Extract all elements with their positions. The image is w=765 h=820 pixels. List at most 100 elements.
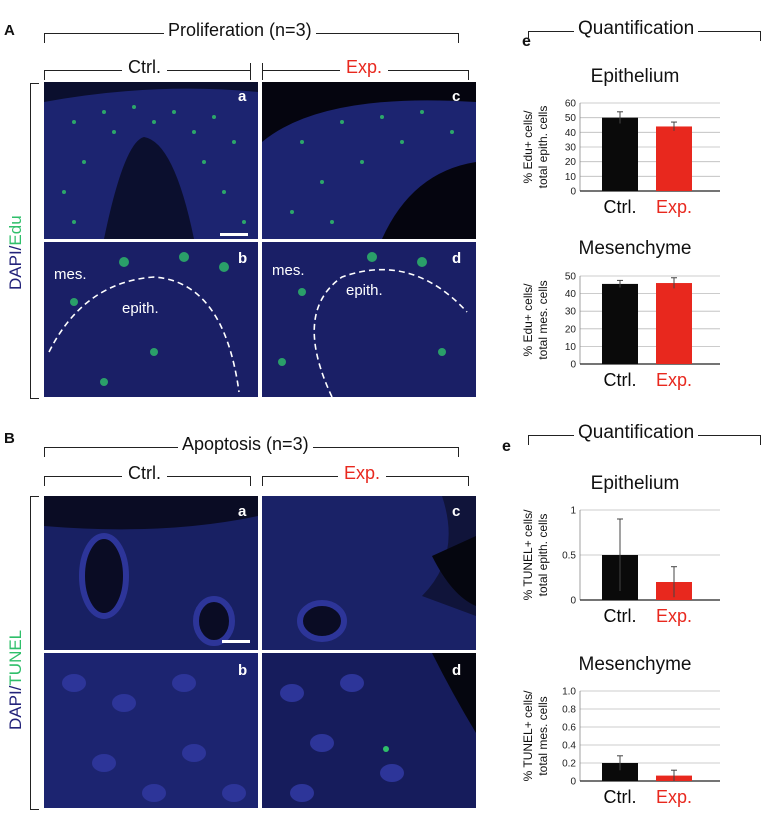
- bracket-tick: [250, 63, 251, 80]
- y-tick-label: 0.5: [562, 551, 576, 562]
- side-stain-label: DAPI/Edu: [6, 215, 25, 290]
- proliferation-header: Proliferation (n=3): [164, 20, 316, 41]
- y-tick-label: 20: [565, 324, 577, 335]
- sub-label-d: d: [452, 662, 462, 679]
- y-tick-label: 0.2: [562, 759, 576, 770]
- quant-letter: e: [522, 33, 531, 50]
- mes-label: mes.: [272, 262, 305, 279]
- chart-svg: Mesenchyme 0 0.2 0.4 0.6 0.8 1.0 % TUNEL+ cells…: [521, 654, 720, 807]
- y-tick-label: 0.4: [562, 741, 576, 752]
- ctrl-label: Ctrl.: [122, 57, 167, 78]
- y-tick-label: 30: [565, 143, 577, 154]
- side-bracket: [30, 83, 39, 399]
- sub-label-b: b: [238, 250, 248, 267]
- chart-title: Epithelium: [591, 66, 680, 87]
- bracket-tick: [458, 447, 459, 457]
- epith-label: epith.: [346, 282, 383, 299]
- sub-label-b: b: [238, 662, 248, 679]
- y-tick-label: 0.8: [562, 705, 576, 716]
- y-tick-label: 1: [570, 506, 576, 517]
- y-tick-label: 0: [570, 187, 576, 198]
- side-stain-label: DAPI/TUNEL: [6, 629, 25, 730]
- x-tick-label: Exp.: [656, 606, 692, 626]
- x-tick-label: Ctrl.: [604, 787, 637, 807]
- sub-label-a: a: [238, 88, 247, 105]
- bracket-tick: [250, 476, 251, 486]
- bar-ctrl: [602, 283, 638, 364]
- y-tick-label: 60: [565, 99, 577, 110]
- bar-ctrl: [602, 763, 638, 781]
- bracket-tick: [468, 476, 469, 486]
- edu-mesenchyme-chart: Mesenchyme 0 10 20 30 40 50 % Edu+ cells/total …: [518, 232, 758, 397]
- y-axis-label: % TUNEL+ cells/total mes. cells: [521, 690, 550, 781]
- micrograph-ctrl-tunel-zoom: [44, 653, 258, 808]
- bar-exp: [656, 126, 692, 191]
- scale-bar: [220, 233, 248, 236]
- micrograph-exp-tunel-zoom: [262, 653, 476, 808]
- sub-label-c: c: [452, 88, 461, 105]
- y-tick-label: 50: [565, 113, 577, 124]
- chart-title: Mesenchyme: [579, 238, 692, 259]
- y-tick-label: 10: [565, 172, 577, 183]
- sub-label-d: d: [452, 250, 462, 267]
- exp-label: Exp.: [338, 463, 387, 484]
- y-tick-label: 10: [565, 342, 577, 353]
- y-axis-label: % Edu+ cells/total mes. cells: [521, 280, 550, 359]
- bracket-tick: [44, 476, 45, 486]
- y-tick-label: 1.0: [562, 687, 576, 698]
- tunel-epithelium-chart: Epithelium 0 0.5 1 % TUNEL+ cells/total epit…: [518, 465, 758, 655]
- bar-exp: [656, 283, 692, 364]
- y-tick-label: 0: [570, 596, 576, 607]
- quant-letter: e: [502, 438, 511, 455]
- y-tick-label: 30: [565, 307, 577, 318]
- bracket-tick: [262, 476, 263, 486]
- bracket-tick: [528, 31, 529, 41]
- chart-title: Mesenchyme: [579, 654, 692, 675]
- bar-ctrl: [602, 117, 638, 191]
- chart-svg: Epithelium 0 0.5 1 % TUNEL+ cells/total epit…: [521, 473, 720, 626]
- quant-header: Quantification: [574, 422, 699, 444]
- bracket-tick: [528, 435, 529, 445]
- side-bracket: [30, 496, 39, 810]
- y-tick-label: 40: [565, 289, 577, 300]
- x-tick-label: Exp.: [656, 370, 692, 390]
- bracket-tick: [44, 70, 45, 80]
- micrograph-ctrl-tunel: [44, 496, 258, 650]
- panel-letter-b: B: [4, 430, 15, 447]
- panel-letter-a: A: [4, 22, 15, 39]
- micrograph-ctrl-edu: [44, 82, 258, 239]
- bracket-tick: [760, 31, 761, 41]
- x-tick-label: Exp.: [656, 197, 692, 217]
- bracket-tick: [468, 70, 469, 80]
- micrograph-exp-tunel: [262, 496, 476, 650]
- epith-label: epith.: [122, 300, 159, 317]
- sub-label-a: a: [238, 503, 247, 520]
- bracket-tick: [44, 447, 45, 457]
- ctrl-label: Ctrl.: [122, 463, 167, 484]
- x-tick-label: Ctrl.: [604, 606, 637, 626]
- micrograph-exp-edu: [262, 82, 476, 239]
- y-tick-label: 50: [565, 272, 577, 283]
- y-tick-label: 0: [570, 777, 576, 788]
- y-tick-label: 20: [565, 157, 577, 168]
- chart-title: Epithelium: [591, 473, 680, 494]
- micrograph-exp-edu-zoom: [262, 242, 476, 397]
- y-tick-label: 0: [570, 360, 576, 371]
- x-tick-label: Ctrl.: [604, 370, 637, 390]
- mes-label: mes.: [54, 266, 87, 283]
- bracket-tick: [262, 63, 263, 80]
- chart-svg: Mesenchyme 0 10 20 30 40 50 % Edu+ cells/total …: [521, 238, 720, 390]
- micrograph-ctrl-edu-zoom: [44, 242, 258, 397]
- bracket-tick: [44, 33, 45, 43]
- apoptosis-header: Apoptosis (n=3): [178, 434, 313, 455]
- quant-header: Quantification: [574, 18, 699, 40]
- y-axis-label: % Edu+ cells/total epith. cells: [521, 106, 550, 189]
- y-tick-label: 0.6: [562, 723, 576, 734]
- scale-bar: [222, 640, 250, 643]
- edu-epithelium-chart: Epithelium 0 10 20 30 40 50 60 % Edu+ cells/tota…: [518, 58, 758, 223]
- sub-label-c: c: [452, 503, 461, 520]
- x-tick-label: Exp.: [656, 787, 692, 807]
- exp-label: Exp.: [340, 57, 389, 78]
- x-tick-label: Ctrl.: [604, 197, 637, 217]
- y-tick-label: 40: [565, 128, 577, 139]
